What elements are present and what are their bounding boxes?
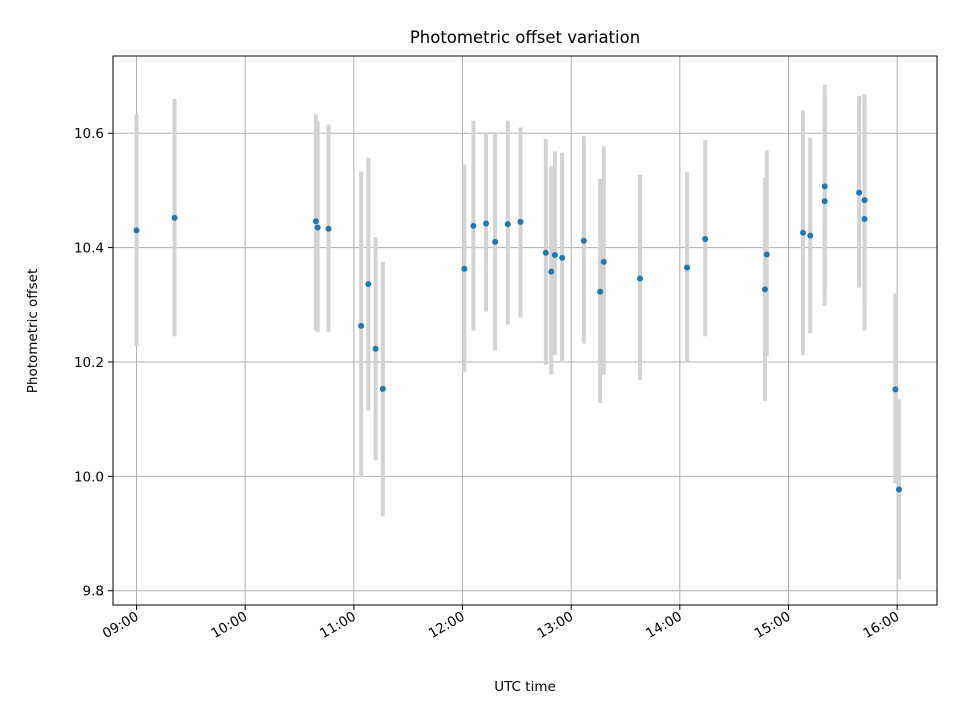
data-point	[895, 486, 902, 493]
y-tick-label: 9.8	[83, 584, 104, 600]
data-point	[761, 286, 768, 293]
data-point	[861, 197, 868, 204]
data-point	[684, 264, 691, 271]
data-point	[379, 385, 386, 392]
data-point	[821, 183, 828, 190]
data-point	[365, 281, 372, 288]
data-point	[548, 268, 555, 275]
data-point	[551, 252, 558, 259]
data-point	[763, 251, 770, 258]
x-tick-label: 12:00	[426, 609, 468, 642]
data-point	[312, 218, 319, 225]
grid-layer	[113, 56, 937, 605]
chart-title: Photometric offset variation	[410, 28, 640, 47]
data-point	[314, 224, 321, 231]
x-tick-label: 13:00	[534, 609, 576, 642]
data-point	[559, 254, 566, 261]
y-tick-label: 10.4	[74, 241, 104, 257]
data-point	[807, 232, 814, 239]
x-tick-label: 14:00	[643, 609, 685, 642]
data-point	[504, 221, 511, 228]
data-point	[483, 220, 490, 227]
data-point	[702, 236, 709, 242]
data-point	[470, 222, 477, 229]
data-point	[636, 275, 643, 282]
data-point	[492, 238, 499, 245]
data-point	[517, 218, 524, 225]
x-axis-label: UTC time	[494, 679, 556, 695]
data-point	[358, 322, 365, 329]
plot-frame	[112, 55, 938, 606]
data-point	[597, 288, 604, 295]
data-point	[171, 214, 178, 221]
data-point	[542, 249, 549, 256]
data-point	[461, 265, 468, 272]
x-tick-label: 15:00	[752, 609, 794, 642]
x-tick-label: 09:00	[100, 609, 142, 642]
x-tick-label: 11:00	[317, 609, 359, 642]
data-point	[821, 198, 828, 205]
data-point	[133, 227, 140, 234]
y-tick-label: 10.2	[74, 355, 104, 371]
data-point-layer	[133, 183, 902, 493]
y-tick-label: 10.0	[74, 469, 104, 485]
data-point	[861, 215, 868, 222]
data-point	[856, 189, 863, 196]
y-tick-label: 10.6	[74, 126, 104, 142]
data-point	[799, 229, 806, 236]
x-tick-label: 10:00	[209, 609, 251, 642]
data-point	[600, 258, 607, 265]
data-point	[325, 225, 332, 232]
data-point	[372, 345, 379, 352]
y-axis-label: Photometric offset	[25, 269, 41, 393]
errorbar-layer	[134, 84, 901, 580]
data-point	[580, 237, 587, 244]
x-tick-label: 16:00	[860, 609, 902, 642]
data-point	[892, 386, 899, 393]
